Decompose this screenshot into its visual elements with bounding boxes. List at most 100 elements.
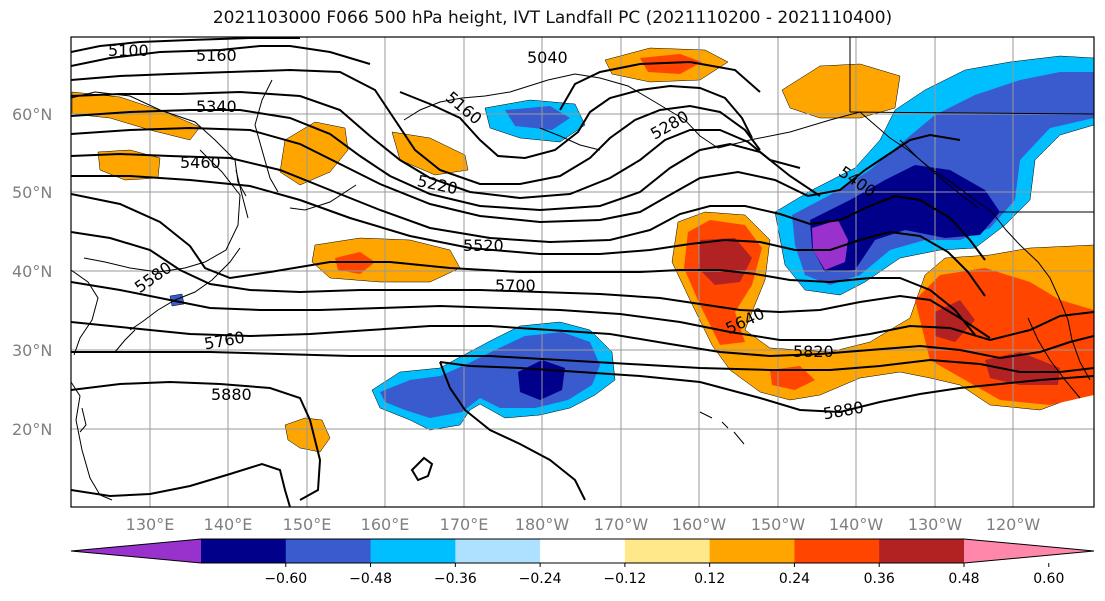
- lat-label: 50°N: [12, 183, 52, 202]
- purple-core-gulf-alaska: [812, 220, 848, 270]
- colorbar-extend-min: [71, 539, 201, 563]
- border-canada-interior: [849, 111, 1094, 115]
- contour-5040: [559, 60, 761, 111]
- hawaii-islands: [699, 411, 745, 445]
- orange-patch-north-pacific-west: [279, 121, 349, 186]
- coast-kamchatka: [254, 79, 279, 193]
- colorbar-tick-label: 0.36: [864, 571, 895, 587]
- lon-label: 130°E: [126, 515, 175, 534]
- colorbar-segment: [794, 539, 880, 563]
- contour-label: 5880: [211, 385, 252, 404]
- lat-label: 60°N: [12, 105, 52, 124]
- lon-label: 120°W: [986, 515, 1041, 534]
- lon-label: 140°E: [204, 515, 253, 534]
- colorbar-tick-label: 0.12: [694, 571, 725, 587]
- coast-japan-kyushu: [114, 329, 136, 353]
- contour-5100: [71, 37, 300, 53]
- coast-korea-china: [71, 269, 99, 356]
- colorbar-extend-max: [964, 539, 1094, 563]
- coast-baja: [1027, 317, 1081, 399]
- lat-label: 30°N: [12, 341, 52, 360]
- plot-title: 2021103000 F066 500 hPa height, IVT Land…: [212, 8, 893, 28]
- colorbar-tick-label: −0.24: [519, 571, 562, 587]
- colorbar-segment: [624, 539, 711, 563]
- lon-label: 160°E: [361, 515, 410, 534]
- contour-5220: [71, 68, 761, 185]
- contour-5880-loop: [71, 462, 291, 507]
- colorbar-segment: [455, 539, 541, 563]
- contour-label: 5160: [196, 46, 237, 65]
- coast-alaska-west: [403, 79, 549, 121]
- coast-japan: [129, 247, 241, 331]
- coast-gulf-alaska: [717, 111, 1061, 301]
- orange-patch-gulf-alaska-north: [781, 63, 901, 119]
- contour-5760: [71, 321, 1094, 360]
- darkred-core-east: [935, 300, 975, 342]
- contour-label: 5820: [793, 342, 834, 361]
- contour-5160-east: [399, 84, 753, 160]
- coast-aleutians: [539, 127, 601, 151]
- colorbar-segment: [879, 539, 965, 563]
- darkred-core-southeast: [985, 352, 1060, 385]
- lat-label: 40°N: [12, 262, 52, 281]
- contour-5400: [71, 126, 961, 224]
- contour-5520: [71, 175, 986, 297]
- colorbar-tick-label: −0.36: [434, 571, 477, 587]
- lon-label: 180°W: [515, 515, 570, 534]
- lon-label: 170°E: [440, 515, 489, 534]
- coast-alaska: [547, 73, 719, 149]
- colorbar-segment: [201, 539, 287, 563]
- coast-okhotsk: [83, 149, 241, 273]
- contour-5880-west: [71, 380, 322, 501]
- contour-5880-east: [439, 361, 1094, 414]
- longitude-labels: 130°E 140°E 150°E 160°E 170°E 180°W 170°…: [126, 515, 1041, 534]
- contour-label: 5520: [463, 236, 504, 255]
- colorbar-tick-label: −0.48: [349, 571, 392, 587]
- lon-label: 150°E: [283, 515, 332, 534]
- lon-label: 170°W: [594, 515, 649, 534]
- colorbar-segment: [709, 539, 795, 563]
- contour-5340: [71, 109, 821, 212]
- latitude-labels: 60°N 50°N 40°N 30°N 20°N: [12, 105, 52, 439]
- contour-label: 5100: [108, 41, 149, 60]
- coast-taiwan: [79, 407, 87, 433]
- colorbar-tick-label: 0.48: [948, 571, 979, 587]
- contour-5580: [71, 193, 976, 336]
- map-frame: [70, 36, 1095, 508]
- lon-label: 130°W: [908, 515, 963, 534]
- colorbar-outline: [70, 538, 1095, 564]
- colorbar: −0.60 −0.48 −0.36 −0.24 −0.12 0.12 0.24 0.36 0.4…: [70, 538, 1095, 587]
- contour-5160-west: [71, 45, 371, 67]
- lon-label: 140°W: [829, 515, 884, 534]
- coast-sakhalin: [235, 169, 249, 219]
- colorbar-tick-label: 0.24: [779, 571, 810, 587]
- contour-label: 5700: [495, 276, 536, 295]
- darkred-core-west: [698, 238, 752, 285]
- contour-5460: [71, 152, 986, 261]
- colorbar-tick-label: −0.12: [603, 571, 646, 587]
- colorbar-segment: [285, 539, 372, 563]
- height-contours: [71, 37, 1094, 507]
- colorbar-segment: [540, 539, 626, 563]
- medblue-patch-bering: [505, 106, 570, 130]
- coastlines: [71, 37, 1094, 501]
- lat-label: 20°N: [12, 420, 52, 439]
- contour-5280: [71, 90, 801, 200]
- contour-5880-south: [439, 361, 586, 501]
- red-patch-hawaii-north: [770, 366, 815, 390]
- colorbar-tick-label: −0.60: [264, 571, 307, 587]
- colorbar-tick-label: 0.60: [1033, 571, 1064, 587]
- coast-us-west: [1059, 299, 1091, 381]
- contour-5880-small-loop: [410, 456, 434, 482]
- red-patch-aleutian-north: [640, 54, 702, 74]
- coast-bc: [899, 139, 979, 209]
- contour-5700: [71, 281, 1094, 342]
- contour-label: 5340: [196, 97, 237, 116]
- contour-label: 5460: [180, 153, 221, 172]
- lon-label: 160°W: [672, 515, 727, 534]
- colorbar-segment: [370, 539, 456, 563]
- contour-5640: [71, 231, 991, 339]
- contour-label: 5040: [527, 48, 568, 67]
